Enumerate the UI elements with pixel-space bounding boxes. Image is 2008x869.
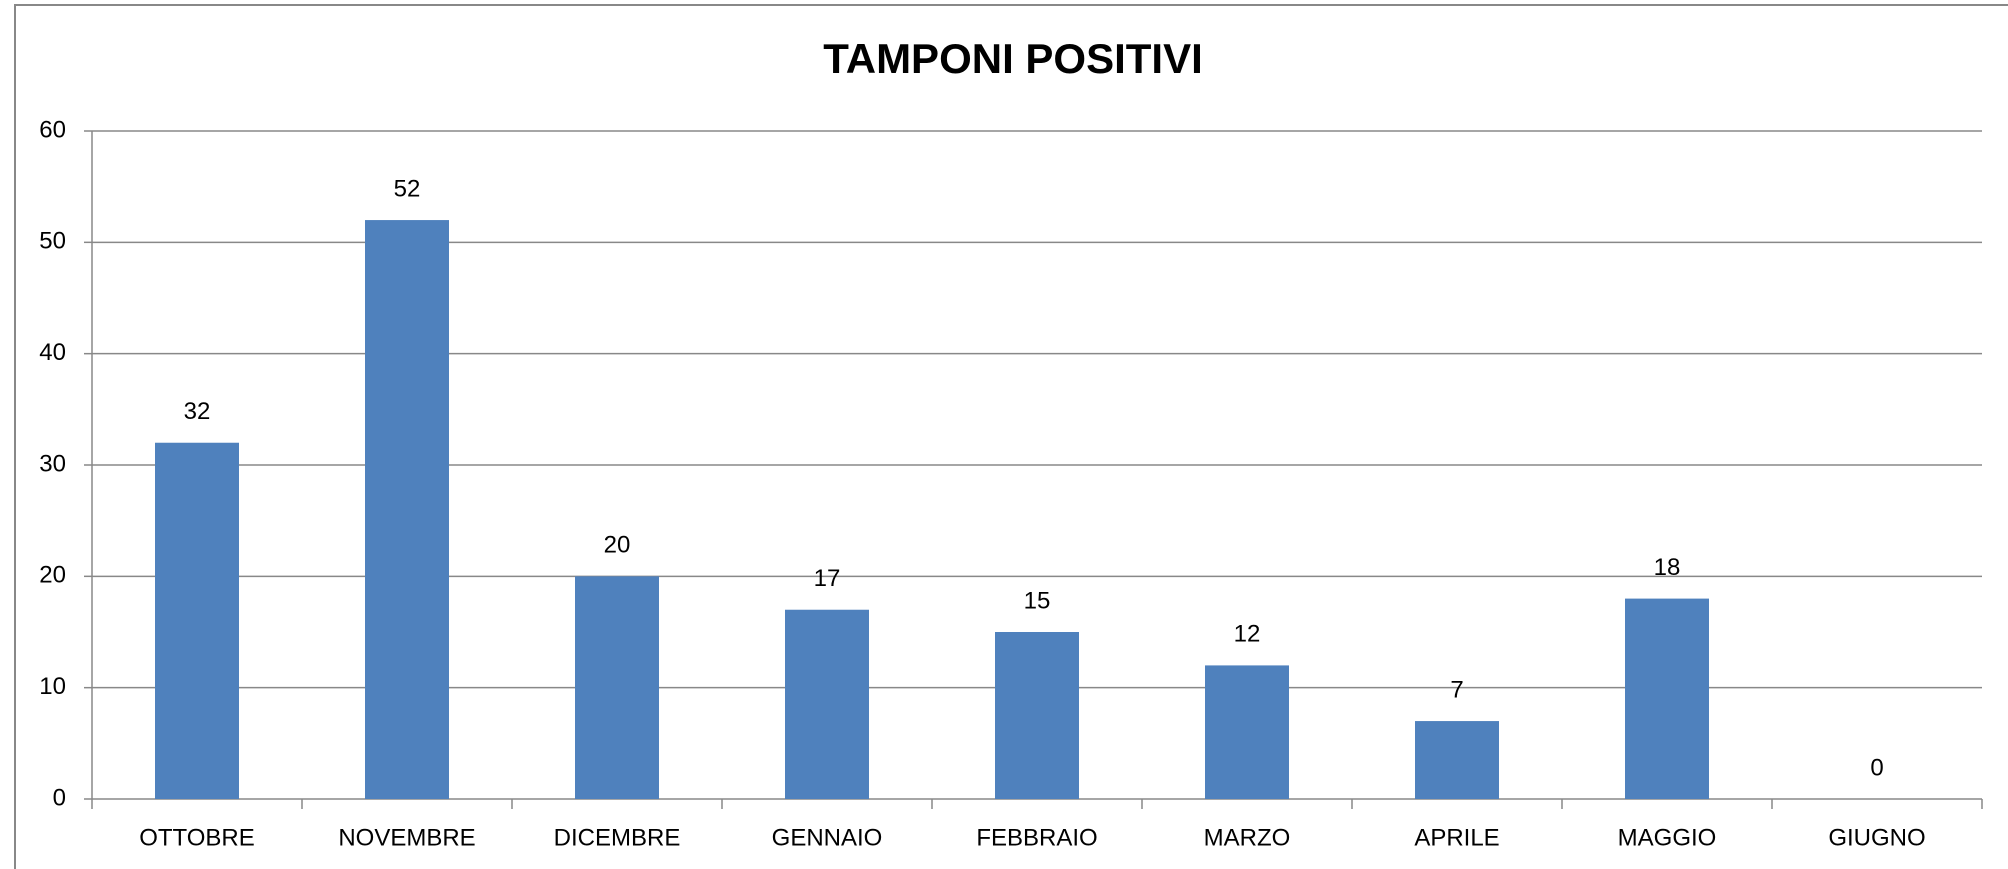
x-tick-label: NOVEMBRE (338, 824, 475, 851)
bar (995, 632, 1079, 799)
y-tick-label: 0 (53, 784, 66, 811)
bar (785, 609, 869, 799)
bar (1205, 665, 1289, 799)
x-tick-label: OTTOBRE (139, 824, 255, 851)
bar (1415, 721, 1499, 799)
y-tick-label: 50 (39, 228, 66, 255)
bar (365, 220, 449, 800)
y-tick-label: 10 (39, 673, 66, 700)
x-tick-label: APRILE (1414, 824, 1499, 851)
y-tick-label: 60 (39, 116, 66, 143)
bar (1625, 598, 1709, 799)
data-label: 12 (1234, 621, 1261, 648)
data-label: 18 (1654, 554, 1681, 581)
x-tick-label: GENNAIO (772, 824, 883, 851)
data-label: 15 (1024, 587, 1051, 614)
bar (155, 442, 239, 799)
chart-title: TAMPONI POSITIVI (823, 35, 1203, 82)
x-tick-label: DICEMBRE (554, 824, 681, 851)
data-label: 20 (604, 532, 631, 559)
y-tick-label: 40 (39, 339, 66, 366)
x-tick-label: GIUGNO (1828, 824, 1925, 851)
x-tick-label: MAGGIO (1618, 824, 1717, 851)
bar (575, 576, 659, 799)
x-tick-label: MARZO (1204, 824, 1291, 851)
data-label: 32 (184, 398, 211, 425)
x-tick-label: FEBBRAIO (976, 824, 1097, 851)
y-tick-label: 20 (39, 562, 66, 589)
data-label: 7 (1450, 676, 1463, 703)
y-tick-label: 30 (39, 450, 66, 477)
data-label: 17 (814, 565, 841, 592)
data-label: 52 (394, 175, 421, 202)
data-label: 0 (1870, 754, 1883, 781)
